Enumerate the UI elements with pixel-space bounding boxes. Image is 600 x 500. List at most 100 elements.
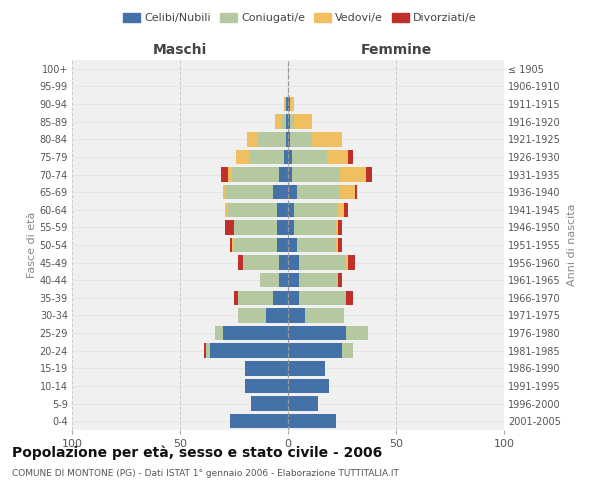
- Bar: [288, 132, 290, 146]
- Bar: [223, 185, 226, 200]
- Bar: [292, 168, 340, 181]
- Text: Femmine: Femmine: [361, 44, 431, 58]
- Bar: [288, 256, 299, 270]
- Bar: [234, 238, 277, 252]
- Bar: [206, 344, 210, 358]
- Bar: [288, 238, 296, 252]
- Legend: Celibi/Nubili, Coniugati/e, Vedovi/e, Divorziati/e: Celibi/Nubili, Coniugati/e, Vedovi/e, Di…: [119, 8, 481, 28]
- Bar: [312, 132, 342, 146]
- Bar: [338, 238, 342, 252]
- Y-axis label: Anni di nascita: Anni di nascita: [566, 204, 577, 286]
- Bar: [286, 97, 288, 112]
- Bar: [215, 326, 223, 340]
- Bar: [344, 202, 349, 217]
- Bar: [266, 308, 288, 322]
- Bar: [288, 326, 346, 340]
- Bar: [290, 114, 295, 129]
- Bar: [281, 114, 286, 129]
- Bar: [277, 238, 288, 252]
- Bar: [249, 150, 284, 164]
- Bar: [288, 414, 335, 428]
- Bar: [296, 238, 335, 252]
- Bar: [346, 256, 349, 270]
- Bar: [226, 202, 227, 217]
- Bar: [286, 132, 288, 146]
- Bar: [295, 202, 338, 217]
- Bar: [226, 185, 273, 200]
- Bar: [288, 114, 290, 129]
- Bar: [238, 256, 242, 270]
- Bar: [258, 132, 286, 146]
- Bar: [338, 273, 342, 287]
- Bar: [280, 168, 288, 181]
- Bar: [277, 202, 288, 217]
- Bar: [204, 344, 206, 358]
- Bar: [288, 344, 342, 358]
- Bar: [230, 238, 232, 252]
- Bar: [346, 326, 368, 340]
- Bar: [234, 290, 238, 305]
- Bar: [280, 256, 288, 270]
- Bar: [260, 273, 280, 287]
- Bar: [335, 238, 338, 252]
- Bar: [245, 378, 288, 393]
- Bar: [245, 361, 288, 376]
- Bar: [273, 290, 288, 305]
- Bar: [236, 150, 249, 164]
- Bar: [242, 256, 280, 270]
- Bar: [299, 290, 346, 305]
- Bar: [335, 220, 338, 234]
- Bar: [340, 168, 366, 181]
- Bar: [288, 308, 305, 322]
- Bar: [251, 396, 288, 411]
- Bar: [349, 256, 355, 270]
- Bar: [296, 185, 340, 200]
- Bar: [226, 220, 234, 234]
- Bar: [288, 97, 290, 112]
- Bar: [284, 150, 288, 164]
- Bar: [340, 185, 355, 200]
- Bar: [327, 150, 349, 164]
- Bar: [280, 273, 288, 287]
- Bar: [299, 273, 338, 287]
- Bar: [290, 132, 312, 146]
- Bar: [227, 202, 277, 217]
- Bar: [286, 114, 288, 129]
- Bar: [284, 97, 286, 112]
- Bar: [230, 414, 288, 428]
- Bar: [349, 150, 353, 164]
- Bar: [288, 378, 329, 393]
- Text: Maschi: Maschi: [153, 44, 207, 58]
- Bar: [290, 97, 295, 112]
- Text: Popolazione per età, sesso e stato civile - 2006: Popolazione per età, sesso e stato civil…: [12, 446, 382, 460]
- Bar: [295, 114, 312, 129]
- Bar: [277, 220, 288, 234]
- Bar: [295, 220, 335, 234]
- Bar: [346, 290, 353, 305]
- Bar: [275, 114, 281, 129]
- Bar: [366, 168, 372, 181]
- Bar: [338, 202, 344, 217]
- Text: COMUNE DI MONTONE (PG) - Dati ISTAT 1° gennaio 2006 - Elaborazione TUTTITALIA.IT: COMUNE DI MONTONE (PG) - Dati ISTAT 1° g…: [12, 469, 399, 478]
- Bar: [292, 150, 327, 164]
- Bar: [288, 396, 318, 411]
- Bar: [288, 220, 295, 234]
- Bar: [355, 185, 357, 200]
- Bar: [342, 344, 353, 358]
- Bar: [288, 168, 292, 181]
- Bar: [223, 326, 288, 340]
- Bar: [288, 290, 299, 305]
- Bar: [247, 132, 258, 146]
- Bar: [288, 361, 325, 376]
- Bar: [227, 168, 232, 181]
- Bar: [238, 290, 273, 305]
- Bar: [232, 238, 234, 252]
- Bar: [299, 256, 346, 270]
- Bar: [288, 273, 299, 287]
- Bar: [338, 220, 342, 234]
- Bar: [288, 150, 292, 164]
- Bar: [234, 220, 277, 234]
- Bar: [288, 202, 295, 217]
- Bar: [210, 344, 288, 358]
- Bar: [273, 185, 288, 200]
